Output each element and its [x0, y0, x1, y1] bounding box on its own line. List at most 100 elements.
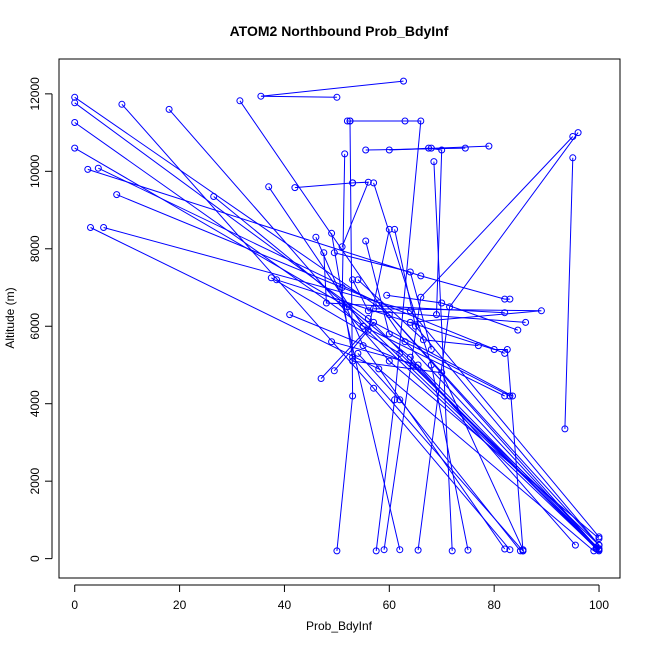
data-point [370, 179, 378, 187]
data-point [328, 338, 336, 346]
x-tick-label: 60 [383, 598, 397, 612]
series-line [320, 321, 513, 397]
y-axis: 0 2000 4000 6000 8000 10000 12000 [28, 77, 53, 562]
series-line [352, 360, 524, 550]
y-tick-label: 2000 [28, 468, 42, 495]
data-point [362, 146, 370, 154]
data-point [346, 117, 354, 125]
data-point [364, 315, 372, 322]
data-point [330, 249, 338, 257]
data-point [417, 272, 425, 280]
series-line [341, 181, 370, 247]
data-point [461, 144, 469, 152]
data-point [359, 322, 367, 330]
data-point [87, 224, 94, 231]
data-point [372, 547, 380, 555]
series-line [289, 314, 597, 550]
data-point [286, 311, 294, 319]
data-point [385, 225, 393, 233]
y-tick-label: 6000 [28, 313, 42, 340]
data-point [400, 77, 407, 85]
data-point [349, 276, 357, 284]
data-point [501, 545, 509, 553]
series-line [352, 279, 526, 323]
x-axis: 0 20 40 60 80 100 [71, 584, 609, 612]
series-line [331, 233, 524, 552]
data-point [118, 100, 126, 108]
series-line [365, 147, 466, 151]
plot-area [58, 58, 621, 579]
data-point [485, 142, 493, 150]
data-point [427, 361, 435, 369]
data-point [406, 353, 414, 361]
data-point [501, 295, 509, 303]
series-line [331, 341, 600, 551]
data-point [561, 425, 569, 433]
y-tick-label: 8000 [28, 235, 42, 262]
data-point [320, 249, 328, 257]
data-point [501, 309, 509, 317]
data-point [506, 546, 514, 554]
data-point [433, 311, 440, 319]
data-point [71, 144, 79, 152]
series-line [74, 122, 600, 552]
data-series [71, 77, 603, 555]
data-point [100, 224, 108, 231]
data-point [427, 144, 435, 152]
series-line [365, 240, 511, 397]
data-point [571, 541, 579, 549]
series-line [357, 279, 479, 347]
x-tick-label: 80 [487, 598, 501, 612]
data-point [71, 99, 79, 107]
series-line [121, 103, 511, 551]
series-line [315, 237, 506, 550]
data-point [425, 144, 433, 152]
data-point [165, 105, 173, 113]
series-line [394, 229, 600, 546]
series-line [168, 109, 600, 539]
x-tick-label: 40 [278, 598, 292, 612]
data-point [338, 299, 346, 307]
data-point [419, 336, 427, 344]
data-point [406, 318, 414, 326]
data-point [396, 546, 404, 554]
series-line [564, 157, 574, 429]
data-point [569, 154, 577, 162]
series-line [74, 96, 600, 546]
data-point [414, 546, 422, 554]
series-line [347, 120, 422, 551]
data-point [328, 229, 336, 237]
data-point [364, 178, 372, 186]
data-point [516, 547, 524, 555]
data-point [380, 546, 388, 554]
y-tick-label: 4000 [28, 390, 42, 417]
data-point [84, 165, 92, 173]
data-point [364, 326, 372, 334]
series-line [433, 161, 453, 551]
data-point [354, 276, 362, 284]
series-line [74, 102, 597, 549]
data-point [509, 392, 516, 400]
data-point [514, 326, 522, 334]
data-point [490, 346, 498, 353]
data-point [265, 183, 273, 191]
data-point [595, 533, 603, 541]
data-point [349, 179, 357, 187]
series-line [276, 279, 524, 551]
data-point [94, 164, 102, 172]
series-line [103, 227, 600, 538]
y-tick-label: 10000 [28, 154, 42, 188]
series-line [336, 120, 354, 551]
series-line [213, 196, 576, 546]
data-point [273, 276, 281, 284]
data-point [317, 375, 325, 382]
data-point [338, 243, 346, 251]
data-point [396, 396, 404, 404]
data-point [412, 322, 419, 330]
data-point [464, 546, 472, 554]
data-point [438, 299, 446, 307]
data-point [370, 384, 378, 392]
data-point [438, 146, 446, 154]
y-tick-label: 0 [28, 555, 42, 562]
series-line [417, 132, 579, 551]
